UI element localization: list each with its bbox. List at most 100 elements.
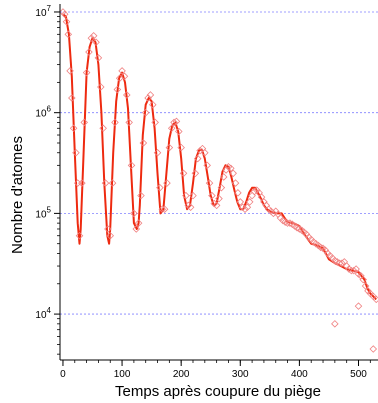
- x-tick-label: 0: [60, 369, 66, 380]
- x-tick-label: 400: [291, 369, 308, 380]
- data-point: [144, 94, 152, 102]
- data-point: [283, 219, 292, 227]
- data-point: [111, 118, 119, 127]
- data-point: [193, 154, 202, 163]
- x-tick-label: 300: [232, 369, 249, 380]
- data-point: [94, 54, 103, 62]
- data-point: [108, 179, 117, 187]
- data-point: [175, 127, 183, 136]
- data-point: [241, 205, 249, 213]
- data-point: [68, 94, 76, 102]
- data-point: [201, 148, 209, 157]
- data-point: [132, 225, 141, 233]
- data-point: [134, 219, 143, 227]
- x-axis-title: Temps après coupure du piège: [115, 383, 321, 400]
- data-point: [153, 148, 162, 157]
- y-tick-label: 106: [35, 105, 51, 120]
- data-point: [139, 139, 148, 147]
- data-point: [165, 143, 174, 152]
- data-point: [172, 117, 181, 126]
- data-point: [149, 100, 157, 109]
- data-point: [231, 179, 240, 187]
- data-point: [130, 209, 138, 218]
- data-point: [243, 203, 252, 212]
- data-point: [125, 118, 133, 127]
- data-point: [229, 169, 237, 178]
- data-point: [203, 161, 211, 170]
- data-point: [271, 207, 280, 216]
- data-point: [89, 32, 98, 40]
- data-point: [316, 243, 325, 252]
- grid-layer: [60, 11, 378, 315]
- data-point: [189, 191, 197, 200]
- data-point: [99, 124, 107, 133]
- data-point: [295, 225, 304, 233]
- data-point: [146, 91, 155, 99]
- data-point: [372, 295, 378, 304]
- data-point: [69, 124, 78, 133]
- data-points-layer: [59, 8, 378, 353]
- data-point: [123, 91, 131, 99]
- data-point: [160, 205, 169, 213]
- data-point: [245, 198, 254, 206]
- data-point: [205, 179, 214, 187]
- data-point: [85, 48, 93, 56]
- data-point: [120, 72, 129, 81]
- data-point: [342, 262, 351, 270]
- data-point: [167, 124, 176, 133]
- data-point: [82, 68, 91, 77]
- data-point: [331, 256, 339, 265]
- fit-curve-layer: [62, 13, 377, 301]
- data-point: [62, 17, 71, 26]
- data-point: [127, 161, 136, 170]
- x-tick-label: 500: [350, 369, 367, 380]
- data-point: [354, 302, 363, 310]
- data-point: [78, 179, 86, 187]
- data-point: [66, 67, 74, 75]
- data-point: [250, 187, 259, 196]
- data-point: [286, 219, 294, 227]
- data-point: [106, 231, 115, 240]
- data-point: [269, 209, 278, 218]
- data-point: [141, 108, 150, 117]
- data-point: [369, 345, 378, 353]
- data-point: [219, 173, 228, 181]
- data-point: [208, 191, 216, 200]
- data-point: [281, 218, 289, 226]
- data-point: [257, 193, 266, 201]
- data-point: [104, 225, 112, 233]
- y-tick-label: 107: [35, 4, 51, 19]
- data-point: [87, 34, 96, 42]
- x-tick-label: 100: [114, 369, 131, 380]
- data-point: [350, 266, 358, 275]
- data-point: [182, 191, 190, 200]
- data-point: [113, 85, 122, 94]
- data-point: [92, 38, 100, 47]
- data-point: [234, 189, 242, 197]
- fit-curve-line: [62, 13, 377, 301]
- data-point: [293, 223, 301, 232]
- data-point: [227, 164, 235, 173]
- x-tick-label: 200: [173, 369, 190, 380]
- data-point: [118, 67, 126, 75]
- data-point: [361, 282, 370, 290]
- data-point: [212, 201, 221, 210]
- data-point: [338, 259, 346, 267]
- data-point: [191, 169, 200, 178]
- data-point: [236, 198, 245, 206]
- data-point: [352, 265, 360, 273]
- y-tick-label: 104: [35, 306, 51, 321]
- data-point: [60, 10, 69, 18]
- data-point: [170, 118, 178, 127]
- data-point: [137, 191, 145, 200]
- data-point: [75, 231, 84, 240]
- data-point: [331, 320, 339, 328]
- data-point: [80, 118, 88, 127]
- data-point: [151, 118, 159, 127]
- data-point: [163, 179, 171, 187]
- data-point: [186, 203, 195, 212]
- data-point: [215, 194, 223, 203]
- data-point: [156, 183, 164, 192]
- y-tick-label: 105: [35, 205, 51, 220]
- data-point: [158, 205, 167, 213]
